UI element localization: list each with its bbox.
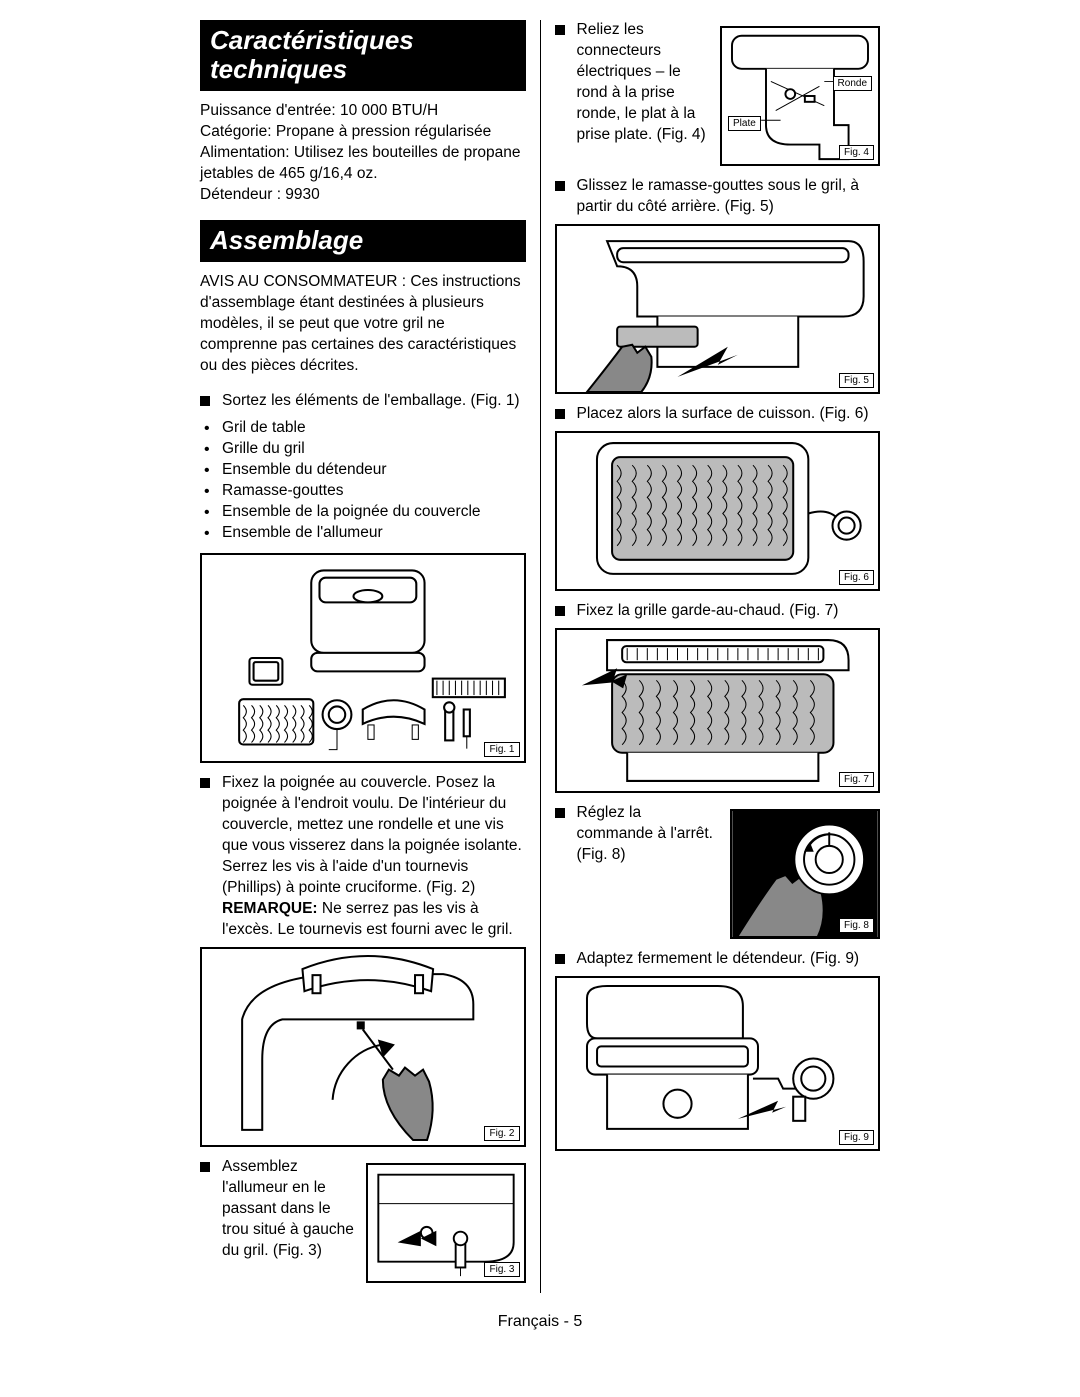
- specs-body: Puissance d'entrée: 10 000 BTU/H Catégor…: [200, 101, 526, 206]
- left-column: Caractéristiques techniques Puissance d'…: [30, 20, 541, 1293]
- step-surface: Placez alors la surface de cuisson. (Fig…: [555, 404, 881, 425]
- part-item: Gril de table: [200, 418, 526, 439]
- figure-label: Fig. 9: [839, 1130, 874, 1145]
- step-control: Réglez la commande à l'arrêt. (Fig. 8): [555, 803, 721, 866]
- part-item: Ensemble du détendeur: [200, 460, 526, 481]
- figure-4: Ronde Plate Fig. 4: [720, 26, 880, 166]
- step-warming: Fixez la grille garde-au-chaud. (Fig. 7): [555, 601, 881, 622]
- page: Caractéristiques techniques Puissance d'…: [0, 0, 1080, 1303]
- figure-label: Fig. 8: [839, 918, 874, 933]
- step-handle-main: Fixez la poignée au couvercle. Posez la …: [222, 774, 522, 896]
- step-grease-text: Glissez le ramasse-gouttes sous le gril,…: [555, 176, 881, 218]
- label-plate: Plate: [728, 116, 761, 131]
- step-unpack: Sortez les éléments de l'emballage. (Fig…: [200, 391, 526, 412]
- step-handle: Fixez la poignée au couvercle. Posez la …: [200, 773, 526, 940]
- figure-9: Fig. 9: [555, 976, 881, 1151]
- assembly-notice: AVIS AU CONSOMMATEUR : Ces instructions …: [200, 272, 526, 377]
- step-handle-text: Fixez la poignée au couvercle. Posez la …: [200, 773, 526, 940]
- step-connectors-text: Reliez les connecteurs électriques – le …: [555, 20, 711, 146]
- figure-2: Fig. 2: [200, 947, 526, 1147]
- step-igniter-row: Assemblez l'allumeur en le passant dans …: [200, 1157, 526, 1293]
- part-item: Ensemble de la poignée du couvercle: [200, 502, 526, 523]
- figure-3: Fig. 3: [366, 1163, 526, 1283]
- figure-8: Fig. 8: [730, 809, 880, 939]
- step-control-row: Réglez la commande à l'arrêt. (Fig. 8) F…: [555, 803, 881, 949]
- step-grease: Glissez le ramasse-gouttes sous le gril,…: [555, 176, 881, 218]
- section-header-assembly: Assemblage: [200, 220, 526, 263]
- figure-label: Fig. 1: [484, 742, 519, 757]
- figure-label: Fig. 5: [839, 373, 874, 388]
- step-surface-text: Placez alors la surface de cuisson. (Fig…: [555, 404, 881, 425]
- figure-1-svg: [202, 555, 524, 761]
- figure-label: Fig. 6: [839, 570, 874, 585]
- figure-7: Fig. 7: [555, 628, 881, 793]
- note-label: REMARQUE:: [222, 900, 318, 917]
- part-item: Grille du gril: [200, 439, 526, 460]
- section-header-specs: Caractéristiques techniques: [200, 20, 526, 91]
- figure-4-svg: [722, 28, 878, 164]
- figure-label: Fig. 4: [839, 145, 874, 160]
- page-footer: Français - 5: [0, 1303, 1080, 1351]
- label-ronde: Ronde: [833, 76, 872, 91]
- step-regulator-text: Adaptez fermement le détendeur. (Fig. 9): [555, 949, 881, 970]
- figure-6: Fig. 6: [555, 431, 881, 591]
- figure-5: Fig. 5: [555, 224, 881, 394]
- step-connectors-row: Reliez les connecteurs électriques – le …: [555, 20, 881, 176]
- step-connectors: Reliez les connecteurs électriques – le …: [555, 20, 711, 146]
- step-igniter-text: Assemblez l'allumeur en le passant dans …: [200, 1157, 356, 1262]
- part-item: Ensemble de l'allumeur: [200, 523, 526, 544]
- right-column: Reliez les connecteurs électriques – le …: [541, 20, 1051, 1293]
- step-unpack-text: Sortez les éléments de l'emballage. (Fig…: [200, 391, 526, 412]
- part-item: Ramasse-gouttes: [200, 481, 526, 502]
- figure-6-svg: [557, 433, 879, 589]
- step-warming-text: Fixez la grille garde-au-chaud. (Fig. 7): [555, 601, 881, 622]
- parts-list: Gril de table Grille du gril Ensemble du…: [200, 418, 526, 544]
- step-regulator: Adaptez fermement le détendeur. (Fig. 9): [555, 949, 881, 970]
- figure-label: Fig. 2: [484, 1126, 519, 1141]
- step-igniter: Assemblez l'allumeur en le passant dans …: [200, 1157, 356, 1262]
- figure-1: Fig. 1: [200, 553, 526, 763]
- figure-9-svg: [557, 978, 879, 1149]
- figure-7-svg: [557, 630, 879, 791]
- figure-5-svg: [557, 226, 879, 392]
- figure-label: Fig. 7: [839, 772, 874, 787]
- figure-2-svg: [202, 949, 524, 1145]
- step-control-text: Réglez la commande à l'arrêt. (Fig. 8): [555, 803, 721, 866]
- figure-label: Fig. 3: [484, 1262, 519, 1277]
